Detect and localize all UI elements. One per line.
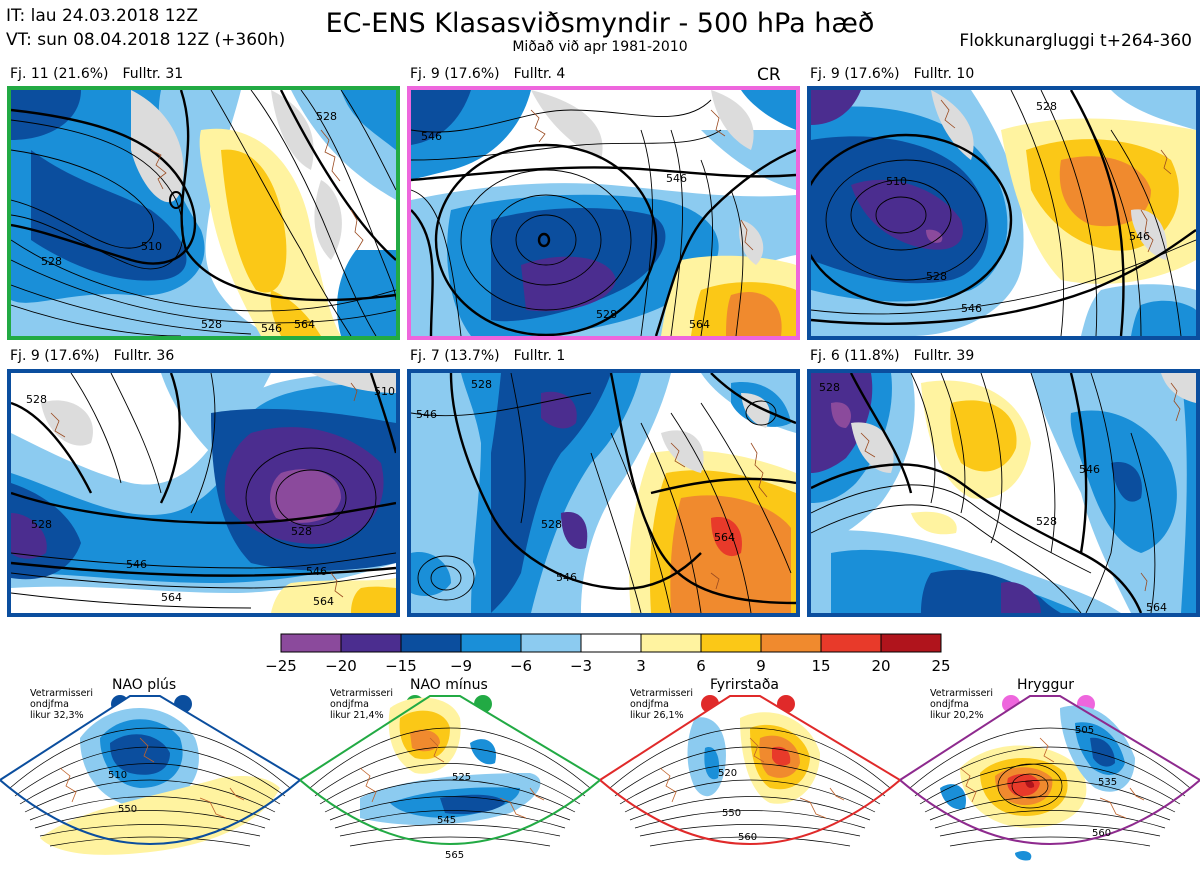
colorbar-tick-label: 20 <box>871 657 891 675</box>
cluster-map-6[interactable]: 528 528 546 564 <box>807 369 1200 617</box>
panel-5-label: Fj. 7 (13.7%) Fulltr. 1 <box>410 348 566 364</box>
contour-label: 528 <box>541 518 562 531</box>
cluster-map-3[interactable]: 510 528 528 546 546 <box>807 86 1200 340</box>
contour-label: 528 <box>201 318 222 331</box>
panel-2-tag: CR <box>757 65 781 85</box>
contour-label: 564 <box>161 591 182 604</box>
contour-label: 528 <box>26 393 47 406</box>
contour-label: 546 <box>416 408 437 421</box>
regime-contour-label: 510 <box>108 770 127 781</box>
contour-label: 510 <box>141 240 162 253</box>
regime-info: Vetrarmisseri ondjfma likur 26,1% <box>630 688 693 721</box>
contour-label: 546 <box>421 130 442 143</box>
regime-blocking[interactable]: Vetrarmisseri ondjfma likur 26,1% Fyrirsta… <box>598 677 902 871</box>
contour-label: 564 <box>689 318 710 331</box>
panel-4-label: Fj. 9 (17.6%) Fulltr. 36 <box>10 348 175 364</box>
cluster-map-5[interactable]: 528 546 546 528 564 <box>407 369 800 617</box>
contour-label: 528 <box>926 270 947 283</box>
regime-contour-label: 560 <box>738 832 757 843</box>
contour-label: 528 <box>31 518 52 531</box>
colorbar-swatch <box>760 633 822 653</box>
valid-time: VT: sun 08.04.2018 12Z (+360h) <box>6 30 286 50</box>
init-time: IT: lau 24.03.2018 12Z <box>6 6 198 26</box>
contour-label: 528 <box>819 381 840 394</box>
contour-label: 528 <box>1036 100 1057 113</box>
colorbar-tick-label: 15 <box>811 657 831 675</box>
contour-label: 528 <box>291 525 312 538</box>
colorbar-swatch <box>520 633 582 653</box>
contour-label: 546 <box>961 302 982 315</box>
regime-nao-minus[interactable]: Vetrarmisseri ondjfma likur 21,4% NAO mínu… <box>298 677 602 871</box>
colorbar-tick-label: −3 <box>569 657 593 675</box>
contour-label: 564 <box>714 531 735 544</box>
regime-nao-plus[interactable]: Vetrarmisseri ondjfma likur 32,3% NAO plús… <box>0 677 302 871</box>
contour-label: 546 <box>126 558 147 571</box>
contour-label: 546 <box>1079 463 1100 476</box>
contour-label: 528 <box>1036 515 1057 528</box>
colorbar-tick-label: −9 <box>449 657 473 675</box>
regime-contour-label: 565 <box>445 850 464 861</box>
contour-label: 564 <box>313 595 334 608</box>
regime-contour-label: 535 <box>1098 777 1117 788</box>
colorbar-tick-labels: −25 −20 −15 −9 −6 −3 3 6 9 15 20 25 <box>250 657 970 677</box>
colorbar-swatch <box>820 633 882 653</box>
header-times: IT: lau 24.03.2018 12Z VT: sun 08.04.201… <box>6 4 285 52</box>
contour-label: 564 <box>294 318 315 331</box>
regime-contour-label: 550 <box>722 808 741 819</box>
contour-label: 546 <box>1129 230 1150 243</box>
cluster-map-1[interactable]: 510 528 528 528 546 564 <box>7 86 400 340</box>
contour-label: 546 <box>261 322 282 335</box>
cluster-map-2[interactable]: 546 528 546 564 <box>407 86 800 340</box>
colorbar-tick-label: 25 <box>931 657 951 675</box>
regime-contour-label: 550 <box>118 804 137 815</box>
cluster-map-4[interactable]: 528 510 528 528 546 546 564 564 <box>7 369 400 617</box>
contour-label: 546 <box>666 172 687 185</box>
contour-label: 546 <box>556 571 577 584</box>
colorbar-swatch <box>340 633 402 653</box>
colorbar-swatch <box>280 633 342 653</box>
colorbar-tick-label: 9 <box>756 657 766 675</box>
panel-1-label: Fj. 11 (21.6%) Fulltr. 31 <box>10 66 184 82</box>
regime-title: Fyrirstaða <box>710 677 779 693</box>
regime-title: Hryggur <box>1017 677 1074 693</box>
regime-contour-label: 505 <box>1075 725 1094 736</box>
panel-6-label: Fj. 6 (11.8%) Fulltr. 39 <box>810 348 975 364</box>
regime-ridge[interactable]: Vetrarmisseri ondjfma likur 20,2% Hryggur … <box>898 677 1200 871</box>
colorbar-tick-label: −6 <box>509 657 533 675</box>
colorbar-tick-label: −25 <box>265 657 297 675</box>
contour-label: 528 <box>316 110 337 123</box>
regime-title: NAO mínus <box>410 677 488 693</box>
contour-label: 528 <box>471 378 492 391</box>
colorbar-tick-label: 3 <box>636 657 646 675</box>
colorbar-swatch <box>400 633 462 653</box>
regime-title: NAO plús <box>112 677 177 693</box>
colorbar-swatch <box>460 633 522 653</box>
colorbar-swatch <box>640 633 702 653</box>
colorbar-tick-label: 6 <box>696 657 706 675</box>
contour-label: 528 <box>596 308 617 321</box>
regime-contour-label: 520 <box>718 768 737 779</box>
regime-contour-label: 525 <box>452 772 471 783</box>
contour-label: 510 <box>374 385 395 398</box>
panel-2-label: Fj. 9 (17.6%) Fulltr. 4 <box>410 66 566 82</box>
contour-label: 564 <box>1146 601 1167 613</box>
page-subtitle: Miðað við apr 1981-2010 <box>512 39 688 55</box>
classification-window: Flokkunargluggi t+264-360 <box>959 31 1192 51</box>
colorbar-tick-label: −15 <box>385 657 417 675</box>
contour-label: 528 <box>41 255 62 268</box>
colorbar-tick-label: −20 <box>325 657 357 675</box>
page-title: EC-ENS Klasasviðsmyndir - 500 hPa hæð <box>325 8 875 39</box>
panel-3-label: Fj. 9 (17.6%) Fulltr. 10 <box>810 66 975 82</box>
regime-contour-label: 545 <box>437 815 456 826</box>
colorbar-swatch <box>880 633 942 653</box>
regime-info: Vetrarmisseri ondjfma likur 32,3% <box>30 688 93 721</box>
anomaly-colorbar <box>280 633 942 653</box>
regime-info: Vetrarmisseri ondjfma likur 20,2% <box>930 688 993 721</box>
contour-label: 546 <box>306 565 327 578</box>
regime-contour-label: 560 <box>1092 828 1111 839</box>
colorbar-swatch <box>700 633 762 653</box>
regime-info: Vetrarmisseri ondjfma likur 21,4% <box>330 688 393 721</box>
contour-label: 510 <box>886 175 907 188</box>
colorbar-swatch <box>580 633 642 653</box>
